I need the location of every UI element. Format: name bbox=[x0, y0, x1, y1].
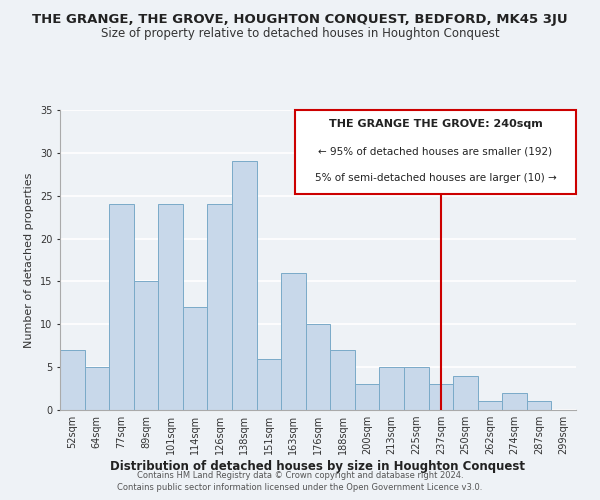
Bar bbox=[379, 367, 404, 410]
Text: ← 95% of detached houses are smaller (192): ← 95% of detached houses are smaller (19… bbox=[319, 146, 553, 156]
Text: Contains public sector information licensed under the Open Government Licence v3: Contains public sector information licen… bbox=[118, 484, 482, 492]
Bar bbox=[478, 402, 502, 410]
Text: 5% of semi-detached houses are larger (10) →: 5% of semi-detached houses are larger (1… bbox=[314, 173, 556, 183]
Bar bbox=[257, 358, 281, 410]
Bar bbox=[404, 367, 428, 410]
Bar bbox=[183, 307, 208, 410]
Text: THE GRANGE THE GROVE: 240sqm: THE GRANGE THE GROVE: 240sqm bbox=[329, 119, 542, 129]
Bar bbox=[109, 204, 134, 410]
Bar bbox=[134, 282, 158, 410]
Bar bbox=[60, 350, 85, 410]
Bar bbox=[85, 367, 109, 410]
Bar bbox=[281, 273, 306, 410]
Bar bbox=[306, 324, 330, 410]
Text: Size of property relative to detached houses in Houghton Conquest: Size of property relative to detached ho… bbox=[101, 28, 499, 40]
FancyBboxPatch shape bbox=[295, 110, 576, 194]
Bar bbox=[208, 204, 232, 410]
Bar bbox=[527, 402, 551, 410]
Bar bbox=[428, 384, 453, 410]
Bar bbox=[158, 204, 183, 410]
Bar bbox=[330, 350, 355, 410]
Bar bbox=[502, 393, 527, 410]
Bar bbox=[453, 376, 478, 410]
X-axis label: Distribution of detached houses by size in Houghton Conquest: Distribution of detached houses by size … bbox=[110, 460, 526, 473]
Bar bbox=[355, 384, 379, 410]
Bar bbox=[232, 162, 257, 410]
Text: Contains HM Land Registry data © Crown copyright and database right 2024.: Contains HM Land Registry data © Crown c… bbox=[137, 471, 463, 480]
Text: THE GRANGE, THE GROVE, HOUGHTON CONQUEST, BEDFORD, MK45 3JU: THE GRANGE, THE GROVE, HOUGHTON CONQUEST… bbox=[32, 12, 568, 26]
Y-axis label: Number of detached properties: Number of detached properties bbox=[25, 172, 34, 348]
